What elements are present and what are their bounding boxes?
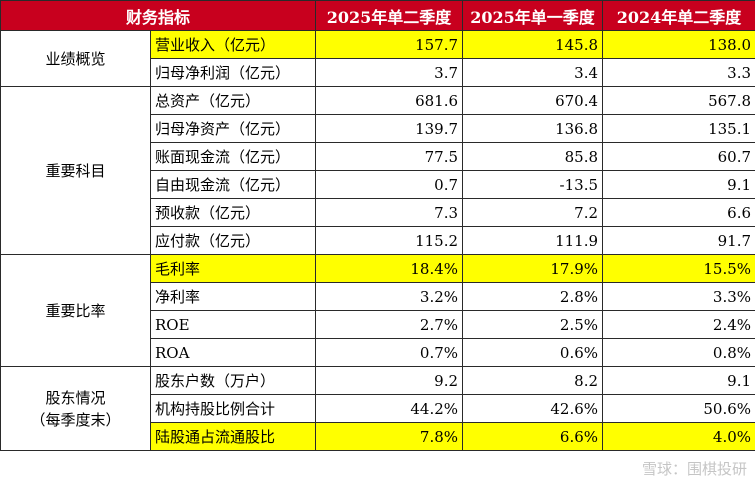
- header-row: 财务指标 2025年单二季度 2025年单一季度 2024年单二季度: [0, 0, 755, 31]
- value-cell: 50.6%: [602, 394, 755, 423]
- value-cell: 3.3%: [602, 282, 755, 311]
- table-row: 应付款（亿元） 115.2 111.9 91.7: [1, 226, 755, 255]
- value-cell: 7.2: [462, 198, 604, 227]
- row-label: 毛利率: [149, 254, 317, 283]
- value-cell: 8.2: [462, 366, 604, 395]
- table-row: 自由现金流（亿元） 0.7 -13.5 9.1: [1, 170, 755, 199]
- header-2025q1: 2025年单一季度: [462, 0, 604, 31]
- value-cell: 7.3: [315, 198, 464, 227]
- value-cell: 9.1: [602, 366, 755, 395]
- table-row: 预收款（亿元） 7.3 7.2 6.6: [1, 198, 755, 227]
- row-label: 预收款（亿元）: [149, 198, 317, 227]
- group-label: 重要比率: [0, 254, 151, 367]
- row-label: 机构持股比例合计: [149, 394, 317, 423]
- value-cell: 3.7: [315, 58, 464, 87]
- value-cell: 15.5%: [602, 254, 755, 283]
- value-cell: 145.8: [462, 30, 604, 59]
- value-cell: 2.7%: [315, 310, 464, 339]
- value-cell: 85.8: [462, 142, 604, 171]
- value-cell: 111.9: [462, 226, 604, 255]
- group-label: 股东情况 （每季度末）: [0, 366, 151, 451]
- value-cell: 115.2: [315, 226, 464, 255]
- row-label: 归母净资产（亿元）: [149, 114, 317, 143]
- table-row: 账面现金流（亿元） 77.5 85.8 60.7: [1, 142, 755, 171]
- value-cell: 6.6%: [462, 422, 604, 451]
- header-2024q2: 2024年单二季度: [602, 0, 755, 31]
- row-label: 营业收入（亿元）: [149, 30, 317, 59]
- value-cell: 0.7%: [315, 338, 464, 367]
- row-label: 自由现金流（亿元）: [149, 170, 317, 199]
- table-row: 重要比率 毛利率 18.4% 17.9% 15.5%: [0, 254, 755, 367]
- value-cell: -13.5: [462, 170, 604, 199]
- value-cell: 0.7: [315, 170, 464, 199]
- table-row: 陆股通占流通股比 7.8% 6.6% 4.0%: [1, 422, 755, 451]
- value-cell: 0.8%: [602, 338, 755, 367]
- value-cell: 135.1: [602, 114, 755, 143]
- row-label: 应付款（亿元）: [149, 226, 317, 255]
- value-cell: 136.8: [462, 114, 604, 143]
- value-cell: 670.4: [462, 86, 604, 115]
- table-row: 股东情况 （每季度末） 股东户数（万户） 9.2 8.2 9.1: [0, 366, 755, 451]
- row-label: 陆股通占流通股比: [149, 422, 317, 451]
- table-row: 归母净资产（亿元） 139.7 136.8 135.1: [1, 114, 755, 143]
- row-label: ROE: [149, 310, 317, 339]
- table-row: 重要科目 总资产（亿元） 681.6 670.4 567.8: [0, 86, 755, 255]
- group-label: 重要科目: [0, 86, 151, 255]
- value-cell: 18.4%: [315, 254, 464, 283]
- value-cell: 3.2%: [315, 282, 464, 311]
- value-cell: 6.6: [602, 198, 755, 227]
- value-cell: 681.6: [315, 86, 464, 115]
- value-cell: 9.2: [315, 366, 464, 395]
- header-indicator: 财务指标: [0, 0, 317, 31]
- group-label: 业绩概览: [0, 30, 151, 87]
- value-cell: 0.6%: [462, 338, 604, 367]
- value-cell: 44.2%: [315, 394, 464, 423]
- watermark: 雪球：围棋投研: [641, 460, 747, 478]
- row-label: 股东户数（万户）: [149, 366, 317, 395]
- value-cell: 2.5%: [462, 310, 604, 339]
- value-cell: 17.9%: [462, 254, 604, 283]
- table-row: 业绩概览 营业收入（亿元） 157.7 145.8 138.0: [0, 30, 755, 87]
- value-cell: 139.7: [315, 114, 464, 143]
- row-label: 净利率: [149, 282, 317, 311]
- table-row: 归母净利润（亿元） 3.7 3.4 3.3: [1, 58, 755, 87]
- row-label: 账面现金流（亿元）: [149, 142, 317, 171]
- table-row: 净利率 3.2% 2.8% 3.3%: [1, 282, 755, 311]
- row-label: 总资产（亿元）: [149, 86, 317, 115]
- value-cell: 60.7: [602, 142, 755, 171]
- value-cell: 42.6%: [462, 394, 604, 423]
- value-cell: 91.7: [602, 226, 755, 255]
- financial-indicators-table: 财务指标 2025年单二季度 2025年单一季度 2024年单二季度 业绩概览营…: [0, 0, 755, 451]
- value-cell: 77.5: [315, 142, 464, 171]
- value-cell: 9.1: [602, 170, 755, 199]
- value-cell: 7.8%: [315, 422, 464, 451]
- header-2025q2: 2025年单二季度: [315, 0, 464, 31]
- value-cell: 2.8%: [462, 282, 604, 311]
- table-body: 业绩概览 营业收入（亿元） 157.7 145.8 138.0 归母净利润（亿元） 3.7 3…: [0, 30, 755, 451]
- row-label: ROA: [149, 338, 317, 367]
- value-cell: 138.0: [602, 30, 755, 59]
- value-cell: 567.8: [602, 86, 755, 115]
- row-label: 归母净利润（亿元）: [149, 58, 317, 87]
- value-cell: 3.3: [602, 58, 755, 87]
- table-row: ROE 2.7% 2.5% 2.4%: [1, 310, 755, 339]
- value-cell: 3.4: [462, 58, 604, 87]
- value-cell: 157.7: [315, 30, 464, 59]
- value-cell: 4.0%: [602, 422, 755, 451]
- table-header: 财务指标 2025年单二季度 2025年单一季度 2024年单二季度: [0, 0, 755, 31]
- value-cell: 2.4%: [602, 310, 755, 339]
